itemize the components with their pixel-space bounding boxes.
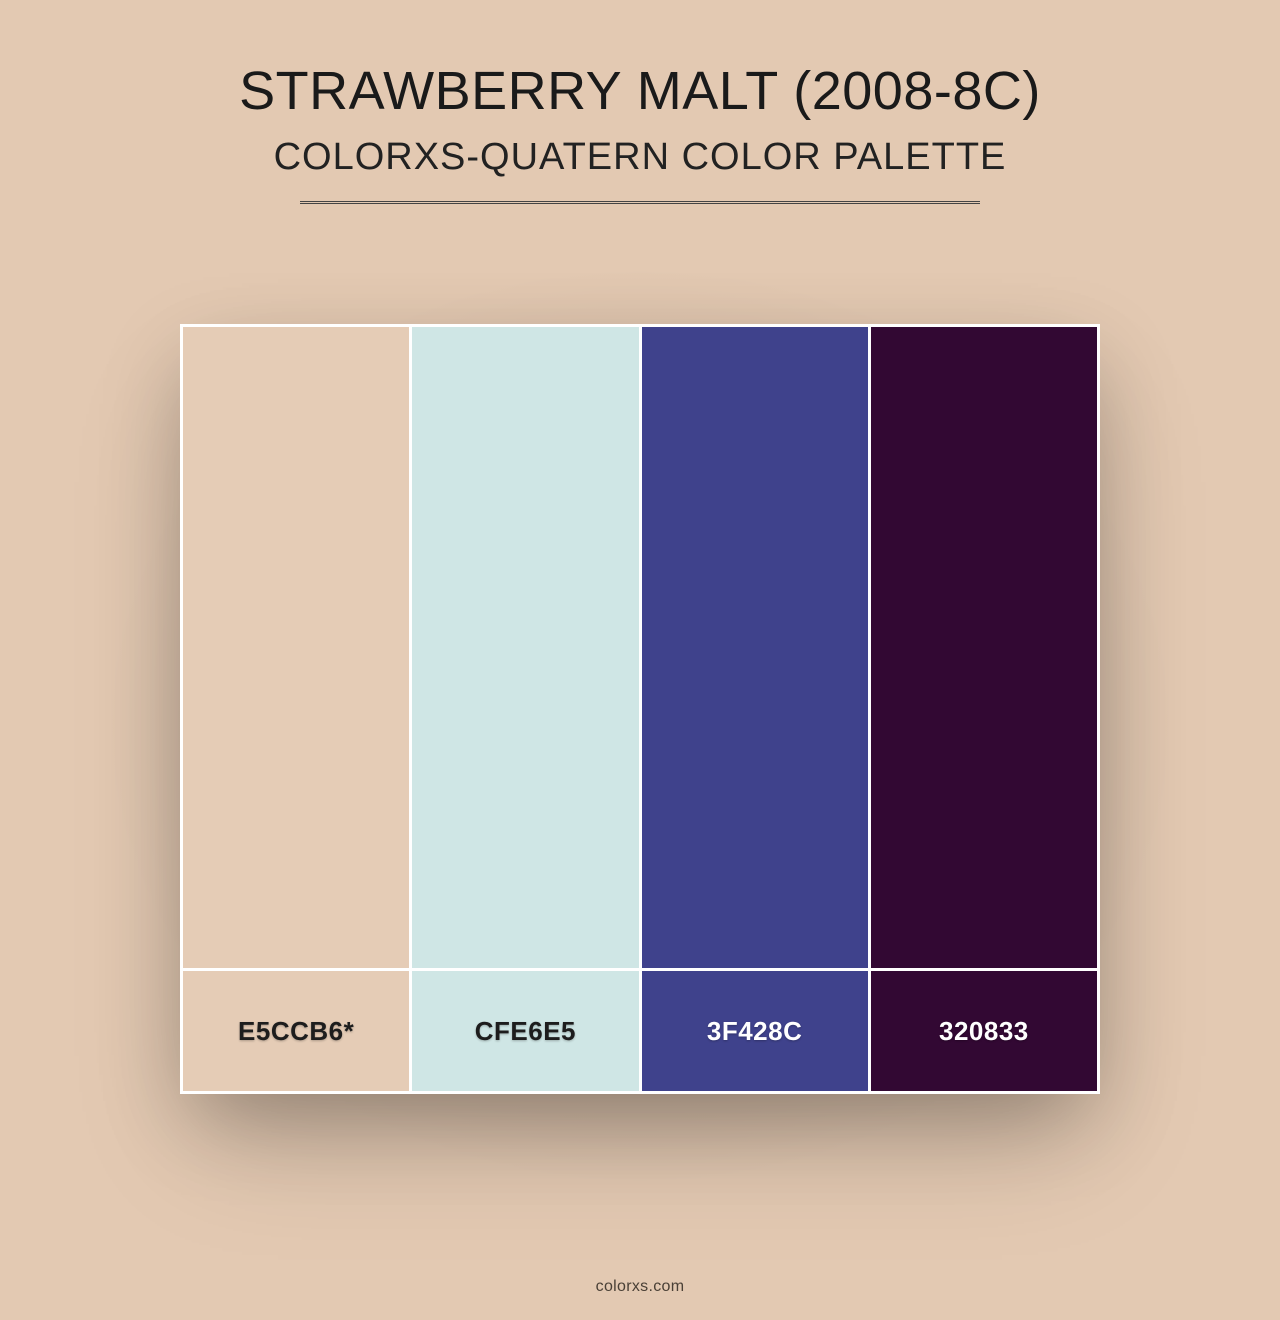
palette-card: E5CCB6* CFE6E5 3F428C 320833	[180, 324, 1100, 1094]
swatch-3	[871, 327, 1097, 968]
swatch-1	[412, 327, 638, 968]
header-rule	[300, 201, 980, 204]
page-subtitle: COLORXS-QUATERN COLOR PALETTE	[190, 136, 1090, 179]
page-title: STRAWBERRY MALT (2008-8C)	[190, 60, 1090, 122]
footer-credit: colorxs.com	[0, 1278, 1280, 1296]
header: STRAWBERRY MALT (2008-8C) COLORXS-QUATER…	[190, 60, 1090, 204]
swatch-label-2: 3F428C	[642, 971, 868, 1091]
swatch-label-3: 320833	[871, 971, 1097, 1091]
swatch-label-0: E5CCB6*	[183, 971, 409, 1091]
palette-page: STRAWBERRY MALT (2008-8C) COLORXS-QUATER…	[0, 0, 1280, 1320]
swatch-0	[183, 327, 409, 968]
swatch-2	[642, 327, 868, 968]
swatch-label-1: CFE6E5	[412, 971, 638, 1091]
